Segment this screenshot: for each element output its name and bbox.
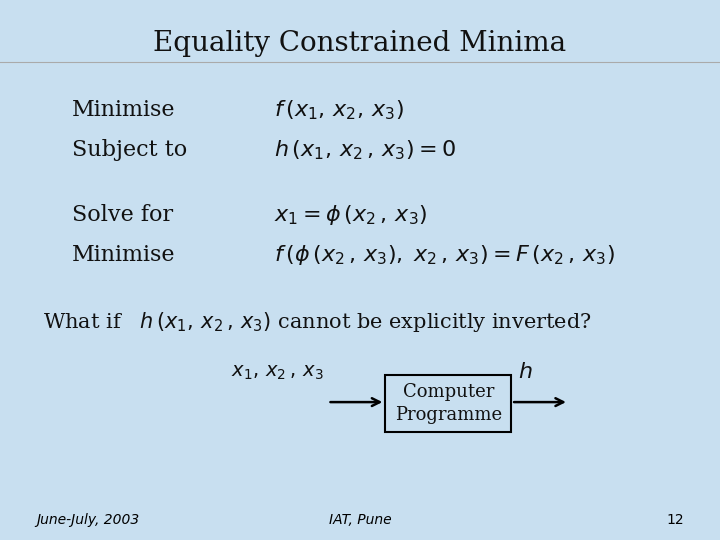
Text: $f\,(\phi\,(x_2\,,\, x_3),\; x_2\,,\, x_3) = F\,(x_2\,,\, x_3)$: $f\,(\phi\,(x_2\,,\, x_3),\; x_2\,,\, x_… [274, 243, 615, 267]
Text: Solve for: Solve for [72, 204, 173, 226]
Text: $h\,(x_1,\, x_2\,,\, x_3) = 0$: $h\,(x_1,\, x_2\,,\, x_3) = 0$ [274, 138, 456, 161]
Text: Minimise: Minimise [72, 99, 176, 121]
Text: What if   $h\,(x_1,\, x_2\,,\, x_3)$ cannot be explicitly inverted?: What if $h\,(x_1,\, x_2\,,\, x_3)$ canno… [43, 310, 592, 334]
Text: $x_1,\, x_2\,,\, x_3$: $x_1,\, x_2\,,\, x_3$ [231, 364, 323, 382]
Text: Computer
Programme: Computer Programme [395, 382, 502, 424]
Text: Subject to: Subject to [72, 139, 187, 161]
Text: IAT, Pune: IAT, Pune [329, 513, 391, 526]
Bar [385, 375, 511, 432]
Text: Minimise: Minimise [72, 244, 176, 266]
Text: $f\,(x_1,\, x_2,\, x_3)$: $f\,(x_1,\, x_2,\, x_3)$ [274, 98, 403, 122]
Text: $x_1 = \phi\,(x_2\,,\, x_3)$: $x_1 = \phi\,(x_2\,,\, x_3)$ [274, 203, 427, 227]
Text: June-July, 2003: June-July, 2003 [36, 513, 139, 526]
Text: $h$: $h$ [518, 361, 533, 383]
Text: 12: 12 [667, 513, 684, 526]
Text: Equality Constrained Minima: Equality Constrained Minima [153, 30, 567, 57]
